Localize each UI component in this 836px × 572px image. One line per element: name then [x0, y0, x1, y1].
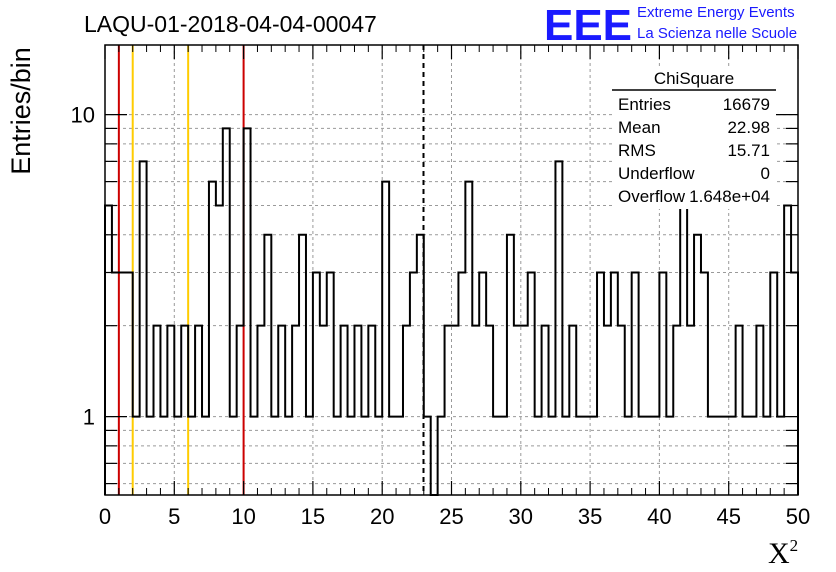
stats-box-title: ChiSquare [654, 69, 734, 88]
logo-line1: Extreme Energy Events [637, 4, 795, 21]
y-tick-label: 10 [71, 103, 95, 128]
y-tick-labels: 1 10 [71, 103, 95, 430]
x-tick-labels: 0 5 10 15 20 25 30 35 40 45 50 [99, 504, 810, 529]
stats-label-mean: Mean [618, 118, 661, 137]
y-tick-label: 1 [83, 405, 95, 430]
stats-label-overflow: Overflow [618, 187, 686, 206]
x-tick-label: 45 [716, 504, 740, 529]
y-axis-label: Entries/bin [6, 47, 36, 175]
x-tick-label: 30 [509, 504, 533, 529]
stats-value-entries: 16679 [723, 95, 770, 114]
stats-value-mean: 22.98 [727, 118, 770, 137]
axis-ticks [104, 45, 799, 495]
logo-mark: EEE [544, 1, 632, 50]
stats-value-rms: 15.71 [727, 141, 770, 160]
x-tick-label: 10 [231, 504, 255, 529]
x-tick-label: 20 [370, 504, 394, 529]
x-tick-label: 40 [647, 504, 671, 529]
x-axis-label-superscript: 2 [790, 536, 799, 555]
stats-value-underflow: 0 [761, 164, 770, 183]
x-tick-label: 15 [301, 504, 325, 529]
x-axis-label-base: X [768, 537, 790, 570]
logo-line2: La Scienza nelle Scuole [637, 25, 797, 42]
stats-value-overflow: 1.648e+04 [689, 187, 770, 206]
x-tick-label: 50 [786, 504, 810, 529]
x-tick-label: 25 [439, 504, 463, 529]
x-tick-label: 35 [578, 504, 602, 529]
x-tick-label: 5 [168, 504, 180, 529]
x-tick-label: 0 [99, 504, 111, 529]
stats-label-entries: Entries [618, 95, 671, 114]
histogram-outline [104, 127, 799, 496]
eee-logo: EEE Extreme Energy Events La Scienza nel… [544, 1, 797, 50]
stats-box: ChiSquare Entries 16679 Mean 22.98 RMS 1… [612, 67, 776, 209]
chart-title: LAQU-01-2018-04-04-00047 [84, 11, 377, 37]
x-axis-label: X2 [768, 536, 798, 570]
stats-label-underflow: Underflow [618, 164, 695, 183]
stats-label-rms: RMS [618, 141, 656, 160]
